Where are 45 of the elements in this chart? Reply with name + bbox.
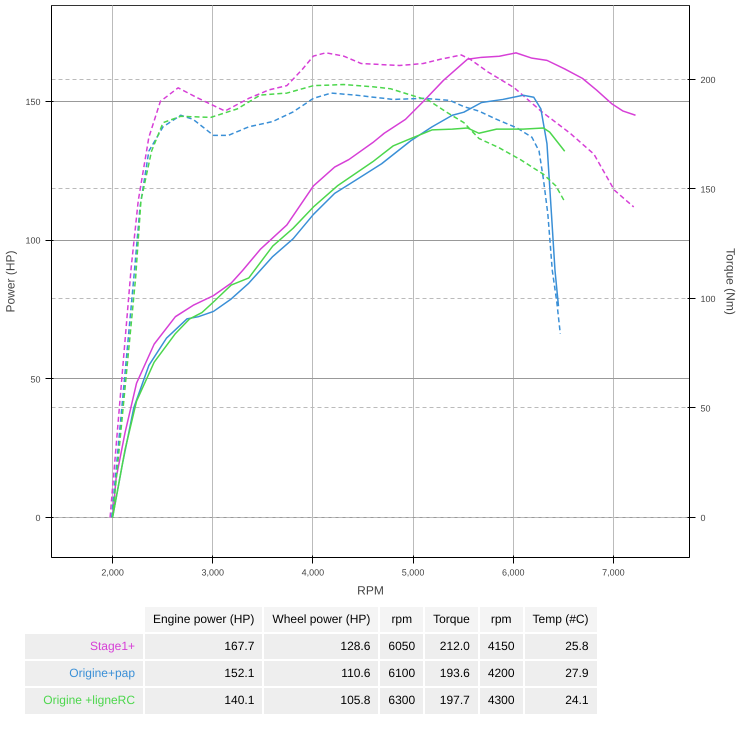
text: 6300 [379,687,424,715]
y-tick-label: 0 [35,512,41,523]
y2-tick-label: 100 [700,294,716,304]
text: 110.6 [263,660,380,688]
x-tick-label: 3,000 [201,568,224,578]
text: 167.7 [144,633,264,660]
text: 4150 [478,633,524,660]
y2-tick-label: 50 [700,403,711,414]
text: Wheel power (HP) [263,606,380,634]
x-tick-label: 5,000 [402,568,424,578]
text: 105.8 [263,687,380,715]
text: 24.1 [524,687,598,715]
x-tick-label: 4,000 [302,568,324,578]
y-tick-label: 150 [25,97,41,108]
text: Origine +ligneRC [24,687,144,715]
x-tick-label: 7,000 [602,568,625,578]
text: Origine+pap [24,660,144,688]
y2-axis-title: Torque (Nm) [724,248,738,315]
text: 4200 [478,660,524,688]
y2-tick-label: 150 [700,184,716,194]
text: 197.7 [424,687,479,715]
y-axis-title: Power (HP) [3,250,18,313]
y-tick-label: 50 [30,374,41,384]
text: 27.9 [524,660,598,688]
text: 6050 [379,633,424,660]
text: rpm [379,606,424,634]
text: 6100 [379,660,424,688]
y2-tick-label: 0 [700,512,706,523]
text: 140.1 [144,687,264,715]
text: Torque [424,606,479,634]
x-tick-label: 6,000 [502,568,524,578]
y2-tick-label: 200 [700,75,716,86]
text: 193.6 [424,660,479,688]
text: 152.1 [144,660,264,688]
text: 25.8 [524,633,598,660]
x-axis-title: RPM [357,584,384,598]
text: Temp (#C) [524,606,598,634]
text: rpm [478,606,524,634]
text: Engine power (HP) [144,606,264,634]
text: 212.0 [424,633,479,660]
text: Stage1+ [24,633,144,660]
y-tick-label: 100 [25,236,41,246]
text: 128.6 [263,633,380,660]
x-tick-label: 2,000 [101,568,124,578]
text: 4300 [478,687,524,715]
